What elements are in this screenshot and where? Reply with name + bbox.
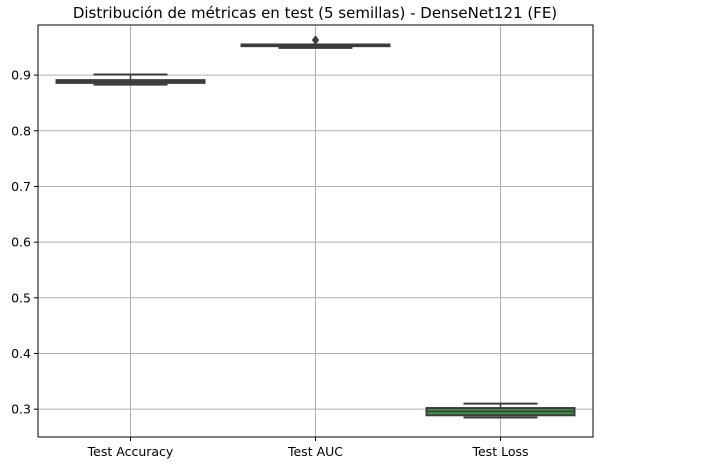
y-tick-label: 0.6 [11, 235, 31, 250]
y-tick-label: 0.8 [11, 123, 31, 138]
box-test-accuracy [55, 73, 206, 86]
grid [38, 25, 593, 437]
chart-title: Distribución de métricas en test (5 semi… [73, 4, 557, 22]
x-tick-label: Test Accuracy [87, 444, 174, 459]
y-tick-label: 0.4 [11, 346, 31, 361]
x-tick-label: Test Loss [471, 444, 528, 459]
box-test-auc [240, 35, 391, 49]
x-tick-label: Test AUC [287, 444, 343, 459]
box-plot-series [55, 35, 576, 419]
outlier-point [311, 35, 320, 45]
box-test-loss [425, 402, 576, 419]
y-tick-label: 0.5 [11, 290, 31, 305]
y-tick-label: 0.3 [11, 402, 31, 417]
y-tick-label: 0.7 [11, 179, 31, 194]
y-tick-label: 0.9 [11, 68, 31, 83]
axes: 0.3 0.4 0.5 0.6 0.7 0.8 0.9 Test Accuracy Test A… [11, 68, 528, 459]
